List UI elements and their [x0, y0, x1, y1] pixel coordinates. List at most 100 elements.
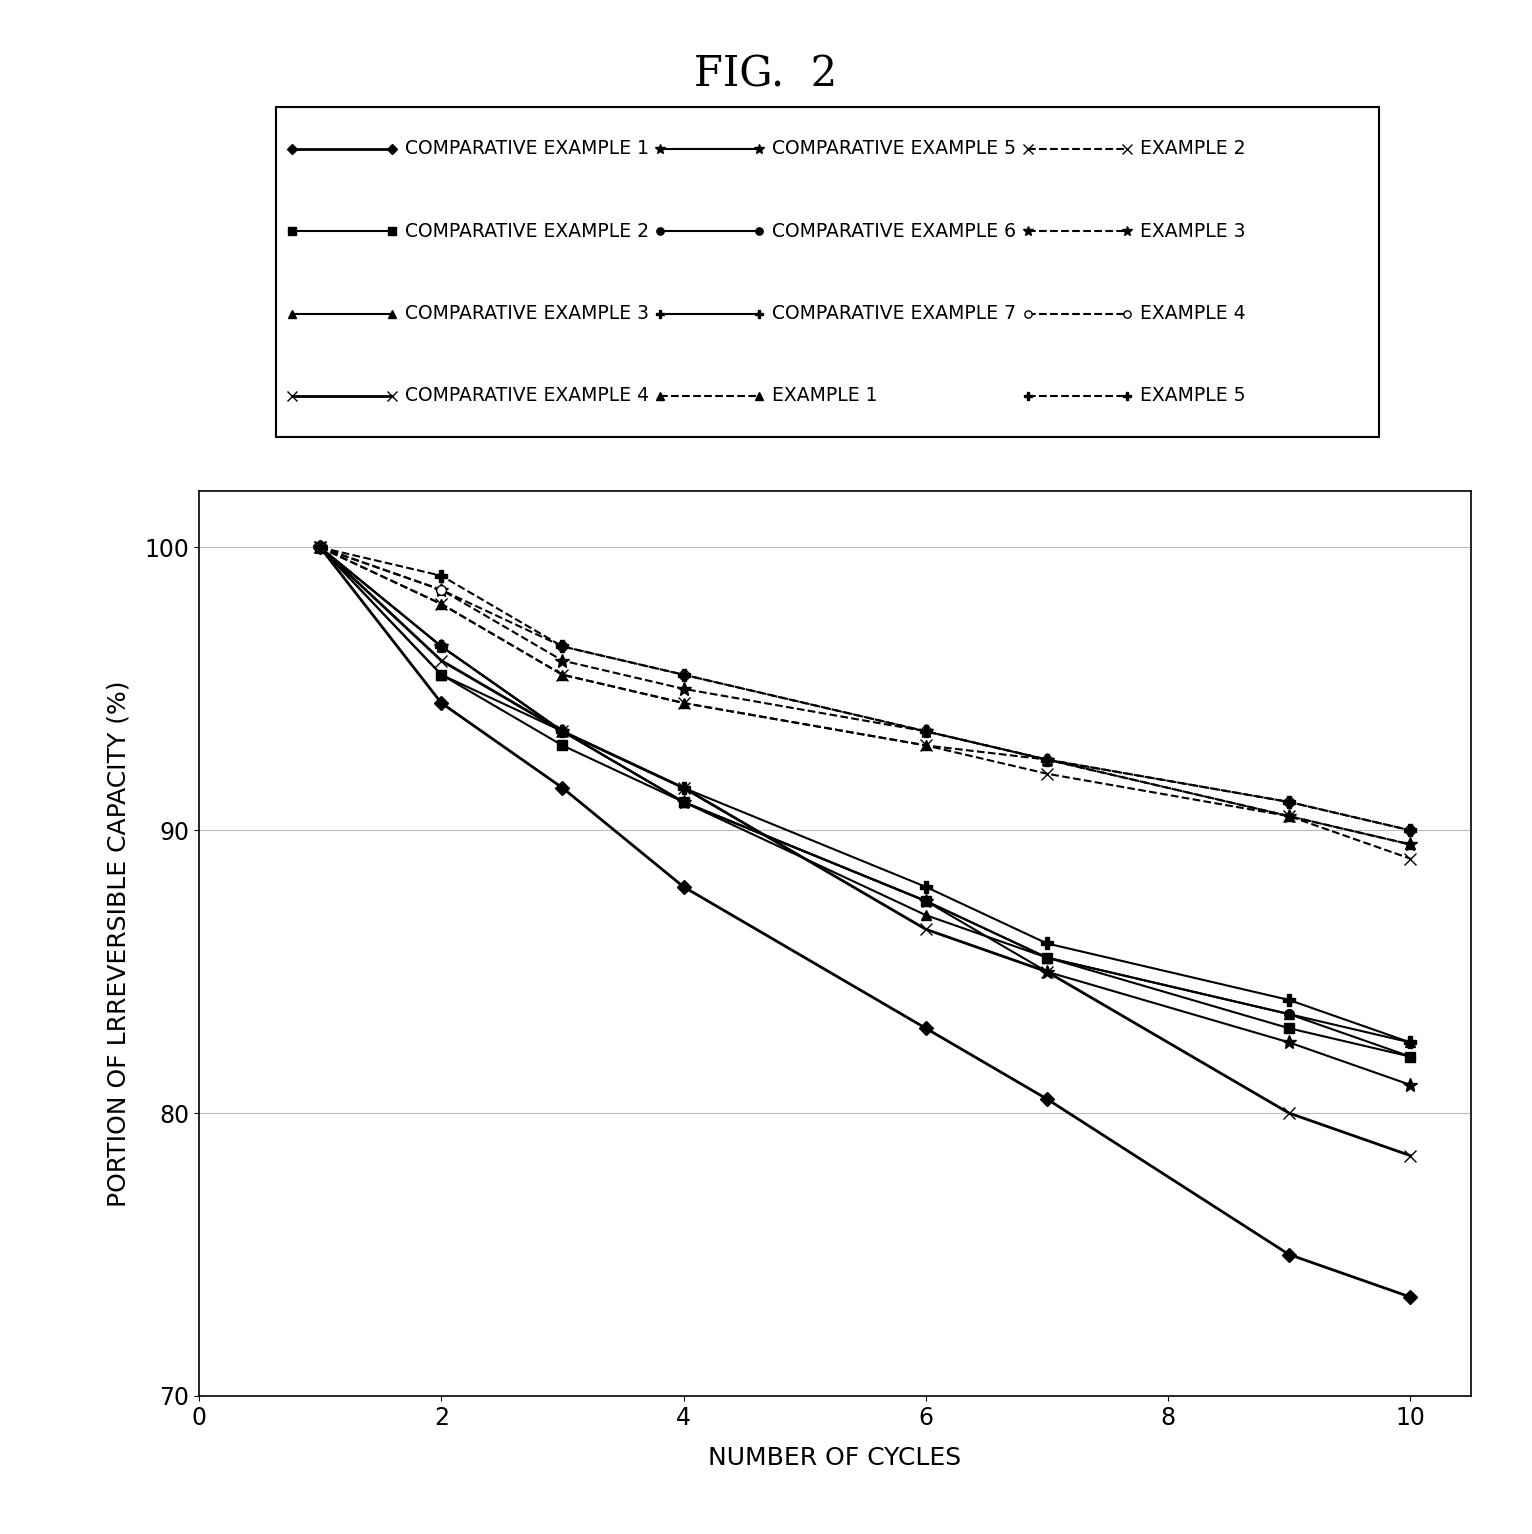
Text: EXAMPLE 2: EXAMPLE 2 — [1140, 140, 1246, 158]
EXAMPLE 2 — [916, 736, 935, 755]
COMPARATIVE EXAMPLE 2 — [311, 538, 329, 557]
COMPARATIVE EXAMPLE 5 — [1037, 962, 1056, 980]
EXAMPLE 1 — [553, 666, 571, 684]
Text: COMPARATIVE EXAMPLE 3: COMPARATIVE EXAMPLE 3 — [404, 304, 650, 324]
COMPARATIVE EXAMPLE 3 — [674, 793, 692, 811]
COMPARATIVE EXAMPLE 5 — [916, 891, 935, 910]
Line: EXAMPLE 4: EXAMPLE 4 — [316, 543, 1416, 834]
COMPARATIVE EXAMPLE 4 — [311, 538, 329, 557]
COMPARATIVE EXAMPLE 5 — [1400, 1075, 1419, 1094]
COMPARATIVE EXAMPLE 3 — [1037, 948, 1056, 966]
Line: COMPARATIVE EXAMPLE 5: COMPARATIVE EXAMPLE 5 — [314, 540, 1417, 1092]
EXAMPLE 2 — [1400, 850, 1419, 868]
Text: EXAMPLE 3: EXAMPLE 3 — [1140, 221, 1246, 241]
Line: COMPARATIVE EXAMPLE 3: COMPARATIVE EXAMPLE 3 — [316, 543, 1416, 1048]
EXAMPLE 4 — [311, 538, 329, 557]
EXAMPLE 4 — [1037, 750, 1056, 769]
COMPARATIVE EXAMPLE 1 — [1037, 1089, 1056, 1108]
EXAMPLE 4 — [1400, 821, 1419, 839]
EXAMPLE 5 — [1037, 750, 1056, 769]
COMPARATIVE EXAMPLE 2 — [916, 891, 935, 910]
COMPARATIVE EXAMPLE 3 — [432, 666, 450, 684]
Text: EXAMPLE 5: EXAMPLE 5 — [1140, 387, 1246, 405]
EXAMPLE 1 — [1400, 834, 1419, 853]
EXAMPLE 5 — [432, 566, 450, 584]
Text: EXAMPLE 1: EXAMPLE 1 — [772, 387, 878, 405]
COMPARATIVE EXAMPLE 6 — [1400, 1048, 1419, 1066]
COMPARATIVE EXAMPLE 7 — [311, 538, 329, 557]
EXAMPLE 2 — [674, 693, 692, 712]
COMPARATIVE EXAMPLE 2 — [1279, 1019, 1298, 1037]
COMPARATIVE EXAMPLE 7 — [553, 723, 571, 741]
Y-axis label: PORTION OF LRREVERSIBLE CAPACITY (%): PORTION OF LRREVERSIBLE CAPACITY (%) — [107, 680, 130, 1207]
COMPARATIVE EXAMPLE 3 — [1400, 1034, 1419, 1052]
Line: EXAMPLE 2: EXAMPLE 2 — [314, 542, 1417, 865]
COMPARATIVE EXAMPLE 2 — [553, 736, 571, 755]
EXAMPLE 4 — [432, 581, 450, 600]
COMPARATIVE EXAMPLE 1 — [1279, 1246, 1298, 1264]
COMPARATIVE EXAMPLE 7 — [674, 779, 692, 798]
Text: COMPARATIVE EXAMPLE 6: COMPARATIVE EXAMPLE 6 — [772, 221, 1017, 241]
EXAMPLE 4 — [674, 666, 692, 684]
COMPARATIVE EXAMPLE 7 — [432, 637, 450, 655]
EXAMPLE 5 — [1279, 793, 1298, 811]
COMPARATIVE EXAMPLE 5 — [674, 793, 692, 811]
EXAMPLE 5 — [553, 637, 571, 655]
FancyBboxPatch shape — [276, 107, 1379, 437]
EXAMPLE 5 — [1400, 821, 1419, 839]
EXAMPLE 5 — [916, 723, 935, 741]
EXAMPLE 3 — [674, 680, 692, 698]
Line: EXAMPLE 3: EXAMPLE 3 — [314, 540, 1417, 851]
COMPARATIVE EXAMPLE 1 — [916, 1019, 935, 1037]
COMPARATIVE EXAMPLE 3 — [916, 907, 935, 925]
EXAMPLE 3 — [1037, 750, 1056, 769]
COMPARATIVE EXAMPLE 3 — [553, 723, 571, 741]
Line: COMPARATIVE EXAMPLE 7: COMPARATIVE EXAMPLE 7 — [314, 542, 1416, 1048]
COMPARATIVE EXAMPLE 1 — [311, 538, 329, 557]
EXAMPLE 1 — [432, 595, 450, 614]
EXAMPLE 1 — [916, 736, 935, 755]
COMPARATIVE EXAMPLE 4 — [432, 652, 450, 670]
EXAMPLE 4 — [553, 637, 571, 655]
EXAMPLE 3 — [432, 581, 450, 600]
COMPARATIVE EXAMPLE 7 — [916, 877, 935, 896]
Text: FIG.  2: FIG. 2 — [694, 54, 838, 95]
Text: COMPARATIVE EXAMPLE 5: COMPARATIVE EXAMPLE 5 — [772, 140, 1017, 158]
COMPARATIVE EXAMPLE 2 — [1037, 948, 1056, 966]
EXAMPLE 3 — [916, 723, 935, 741]
COMPARATIVE EXAMPLE 1 — [553, 779, 571, 798]
EXAMPLE 5 — [674, 666, 692, 684]
COMPARATIVE EXAMPLE 4 — [916, 920, 935, 939]
EXAMPLE 3 — [553, 652, 571, 670]
Line: EXAMPLE 1: EXAMPLE 1 — [316, 543, 1416, 850]
COMPARATIVE EXAMPLE 4 — [553, 723, 571, 741]
Line: EXAMPLE 5: EXAMPLE 5 — [314, 542, 1416, 836]
EXAMPLE 4 — [1279, 793, 1298, 811]
COMPARATIVE EXAMPLE 6 — [674, 793, 692, 811]
COMPARATIVE EXAMPLE 5 — [553, 723, 571, 741]
EXAMPLE 2 — [311, 538, 329, 557]
COMPARATIVE EXAMPLE 6 — [1037, 948, 1056, 966]
COMPARATIVE EXAMPLE 4 — [674, 779, 692, 798]
COMPARATIVE EXAMPLE 1 — [1400, 1287, 1419, 1305]
EXAMPLE 4 — [916, 723, 935, 741]
COMPARATIVE EXAMPLE 4 — [1279, 1104, 1298, 1123]
COMPARATIVE EXAMPLE 7 — [1400, 1034, 1419, 1052]
Line: COMPARATIVE EXAMPLE 6: COMPARATIVE EXAMPLE 6 — [316, 543, 1416, 1062]
EXAMPLE 2 — [432, 595, 450, 614]
COMPARATIVE EXAMPLE 6 — [1279, 1005, 1298, 1023]
COMPARATIVE EXAMPLE 5 — [432, 637, 450, 655]
COMPARATIVE EXAMPLE 7 — [1279, 991, 1298, 1009]
COMPARATIVE EXAMPLE 2 — [432, 666, 450, 684]
EXAMPLE 2 — [1279, 807, 1298, 825]
Line: COMPARATIVE EXAMPLE 2: COMPARATIVE EXAMPLE 2 — [316, 543, 1416, 1062]
EXAMPLE 1 — [1279, 807, 1298, 825]
COMPARATIVE EXAMPLE 4 — [1037, 962, 1056, 980]
COMPARATIVE EXAMPLE 6 — [432, 637, 450, 655]
Text: COMPARATIVE EXAMPLE 4: COMPARATIVE EXAMPLE 4 — [404, 387, 650, 405]
COMPARATIVE EXAMPLE 2 — [674, 793, 692, 811]
Text: COMPARATIVE EXAMPLE 2: COMPARATIVE EXAMPLE 2 — [404, 221, 650, 241]
COMPARATIVE EXAMPLE 6 — [311, 538, 329, 557]
COMPARATIVE EXAMPLE 1 — [432, 693, 450, 712]
COMPARATIVE EXAMPLE 7 — [1037, 934, 1056, 953]
